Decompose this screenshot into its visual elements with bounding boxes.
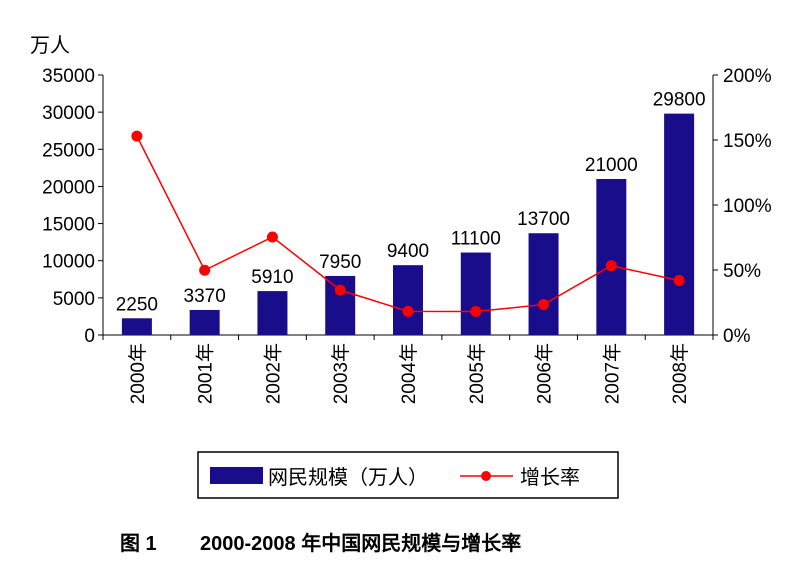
left-tick-label: 10000	[42, 252, 95, 273]
x-tick-label: 2007年	[601, 343, 623, 404]
left-tick-label: 20000	[42, 177, 95, 198]
bar-data-label: 13700	[517, 209, 570, 230]
bar	[460, 252, 491, 335]
bar	[596, 179, 627, 335]
y-axis-unit-label: 万人	[30, 34, 70, 57]
right-tick-label: 50%	[723, 261, 761, 282]
legend-bar-label: 网民规模（万人）	[268, 466, 428, 489]
x-tick-label: 2000年	[127, 343, 149, 404]
growth-rate-point	[470, 305, 482, 317]
growth-rate-point	[131, 130, 143, 142]
growth-rate-point	[402, 305, 414, 317]
bar-data-label: 9400	[387, 241, 429, 262]
right-tick-label: 200%	[723, 66, 772, 87]
x-tick-label: 2006年	[534, 343, 556, 404]
legend-bar-swatch	[210, 467, 263, 484]
growth-rate-point	[199, 264, 211, 276]
right-tick-label: 150%	[723, 131, 772, 152]
left-tick-label: 30000	[42, 103, 95, 124]
bar-data-label: 7950	[319, 252, 361, 273]
legend	[197, 451, 619, 499]
bar	[189, 309, 220, 335]
growth-rate-point	[538, 299, 550, 311]
right-tick-label: 100%	[723, 196, 772, 217]
left-tick-label: 25000	[42, 140, 95, 161]
growth-rate-point	[334, 284, 346, 296]
x-tick-label: 2008年	[669, 343, 691, 404]
left-tick-label: 35000	[42, 66, 95, 87]
growth-rate-point	[605, 260, 617, 272]
x-tick-label: 2004年	[398, 343, 420, 404]
bar-data-label: 11100	[451, 229, 501, 250]
x-tick-label: 2005年	[466, 343, 488, 404]
bar	[393, 265, 423, 335]
bar-data-label: 5910	[251, 267, 293, 288]
bar-data-label: 29800	[653, 90, 706, 111]
legend-line-label: 增长率	[520, 466, 580, 489]
right-tick-label: 0%	[723, 326, 751, 347]
left-tick-label: 0	[84, 326, 95, 347]
growth-rate-point	[673, 275, 685, 287]
figure-label: 图 1	[120, 532, 157, 555]
bar-data-label: 2250	[116, 294, 158, 315]
bar	[664, 113, 695, 335]
left-tick-label: 5000	[53, 289, 95, 310]
chart-title: 2000-2008 年中国网民规模与增长率	[200, 531, 521, 555]
bar	[528, 233, 559, 335]
left-tick-label: 15000	[42, 215, 95, 236]
bar	[257, 291, 288, 335]
x-tick-label: 2002年	[262, 343, 284, 404]
bar-data-label: 21000	[585, 155, 638, 176]
x-tick-label: 2003年	[330, 343, 352, 404]
bar	[121, 318, 152, 335]
legend-line-marker	[481, 471, 491, 481]
x-tick-label: 2001年	[195, 343, 217, 404]
growth-rate-point	[266, 231, 278, 243]
bar-data-label: 3370	[184, 286, 226, 307]
